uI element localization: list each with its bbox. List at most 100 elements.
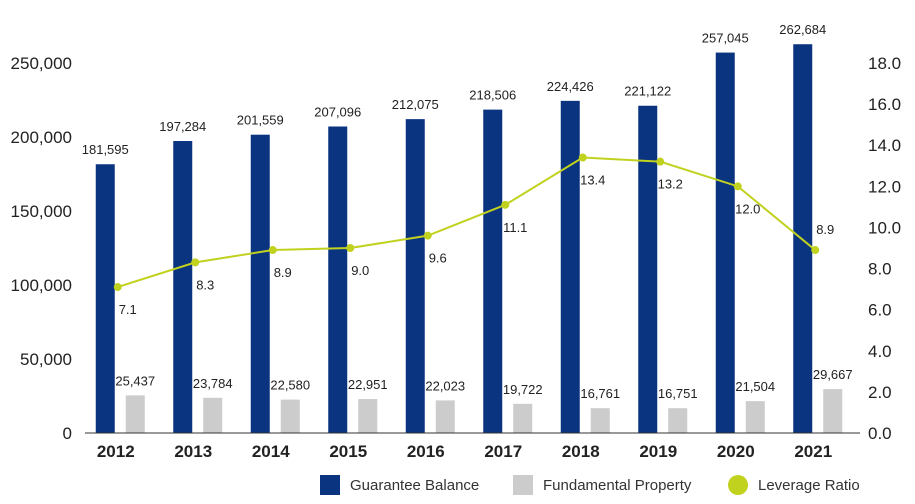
guarantee-balance-bar [173,141,193,433]
right-y-axis-ticks: 0.0 2.0 4.0 6.0 8.0 10.0 12.0 14.0 16.0 18.0 [868,54,901,443]
leverage-ratio-point [656,157,665,166]
guarantee-balance-label: 181,595 [82,142,129,157]
x-tick-label: 2016 [407,442,445,461]
fundamental-property-bar [823,389,843,433]
left-y-tick-label: 100,000 [11,276,72,295]
leverage-ratio-label: 8.9 [274,265,292,280]
guarantee-balance-label: 212,075 [392,97,439,112]
fundamental-property-bar [745,401,765,433]
legend-label: Fundamental Property [543,477,692,494]
legend-swatch [513,475,533,495]
leverage-ratio-label: 8.3 [196,277,214,292]
fundamental-property-bar [435,400,455,433]
leverage-ratio-point [423,231,432,240]
x-tick-label: 2013 [174,442,212,461]
left-y-tick-label: 250,000 [11,54,72,73]
left-y-tick-label: 50,000 [20,350,72,369]
right-y-tick-label: 8.0 [868,260,892,279]
fundamental-property-label: 23,784 [193,376,233,391]
leverage-ratio-point [113,283,122,292]
x-tick-label: 2020 [717,442,755,461]
fundamental-property-label: 16,751 [658,386,698,401]
leverage-ratio-label: 13.2 [658,177,683,192]
fundamental-property-label: 16,761 [580,386,620,401]
fundamental-property-bar [590,408,610,433]
fundamental-property-label: 29,667 [813,367,853,382]
left-y-tick-label: 200,000 [11,128,72,147]
guarantee-balance-bar [95,164,115,434]
leverage-ratio-point [733,182,742,191]
guarantee-balance-label: 262,684 [779,22,826,37]
fundamental-property-label: 22,580 [270,378,310,393]
data-labels: 181,595 25,437 197,284 23,784 201,559 22,580 2… [82,22,853,401]
leverage-ratio-point [578,153,587,162]
leverage-ratio-polyline [117,156,816,289]
leverage-ratio-label: 8.9 [816,222,834,237]
leverage-ratio-label: 7.1 [119,302,137,317]
right-y-tick-label: 12.0 [868,177,901,196]
x-tick-label: 2019 [639,442,677,461]
fundamental-property-label: 21,504 [735,379,775,394]
fundamental-property-label: 22,951 [348,377,388,392]
leverage-ratio-label: 12.0 [735,201,760,216]
fundamental-property-label: 19,722 [503,382,543,397]
leverage-ratio-point [268,246,277,255]
x-tick-label: 2015 [329,442,367,461]
right-y-tick-label: 14.0 [868,136,901,155]
guarantee-balance-label: 197,284 [159,119,206,134]
left-y-axis-ticks: 0 50,000 100,000 150,000 200,000 250,000 [11,54,72,443]
guarantee-balance-label: 207,096 [314,104,361,119]
left-y-tick-label: 0 [63,424,72,443]
leverage-ratio-point [811,246,820,255]
fundamental-property-bars [125,389,843,433]
x-tick-label: 2018 [562,442,600,461]
right-y-tick-label: 18.0 [868,54,901,73]
leverage-ratio-label: 11.1 [503,220,527,235]
fundamental-property-label: 25,437 [115,373,155,388]
legend-label: Guarantee Balance [350,477,479,494]
fundamental-property-bar [358,399,378,433]
fundamental-property-bar [668,408,688,433]
right-y-tick-label: 0.0 [868,424,892,443]
x-tick-label: 2021 [794,442,832,461]
x-tick-label: 2017 [484,442,522,461]
right-y-tick-label: 10.0 [868,218,901,237]
fundamental-property-bar [203,397,223,433]
guarantee-balance-bar [483,109,503,434]
leverage-ratio-point [346,244,355,252]
right-y-tick-label: 6.0 [868,301,892,320]
x-tick-label: 2012 [97,442,135,461]
guarantee-balance-bar [715,52,735,434]
guarantee-balance-label: 257,045 [702,31,749,46]
guarantee-balance-bars [95,44,813,434]
guarantee-balance-label: 224,426 [547,79,594,94]
fundamental-property-bar [125,395,145,433]
guarantee-balance-label: 221,122 [624,84,671,99]
guarantee-balance-bar [560,100,580,433]
fundamental-property-bar [280,399,300,433]
right-y-tick-label: 4.0 [868,342,892,361]
leverage-ratio-line [113,153,820,292]
guarantee-balance-bar [328,126,348,433]
legend-label: Leverage Ratio [758,477,860,494]
right-y-tick-label: 16.0 [868,95,901,114]
legend-swatch [728,475,748,495]
guarantee-balance-bar [405,119,425,433]
leverage-ratio-label: 9.0 [351,263,369,278]
fundamental-property-label: 22,023 [425,378,465,393]
leverage-ratio-point [501,200,510,209]
leverage-ratio-label: 9.6 [429,251,447,266]
guarantee-balance-bar [250,134,270,433]
legend-swatch [320,475,340,495]
fundamental-property-bar [513,403,533,433]
left-y-tick-label: 150,000 [11,202,72,221]
leverage-ratio-label: 13.4 [580,173,605,188]
x-tick-label: 2014 [252,442,290,461]
x-axis-ticks: 2012 2013 2014 2015 2016 2017 2018 2019 2020 2021 [97,442,832,461]
right-y-tick-label: 2.0 [868,383,892,402]
guarantee-balance-label: 218,506 [469,88,516,103]
legend: Guarantee Balance Fundamental Property Lev… [320,475,860,495]
guarantee-balance-bar [638,105,658,433]
leverage-ratio-point [191,258,200,267]
